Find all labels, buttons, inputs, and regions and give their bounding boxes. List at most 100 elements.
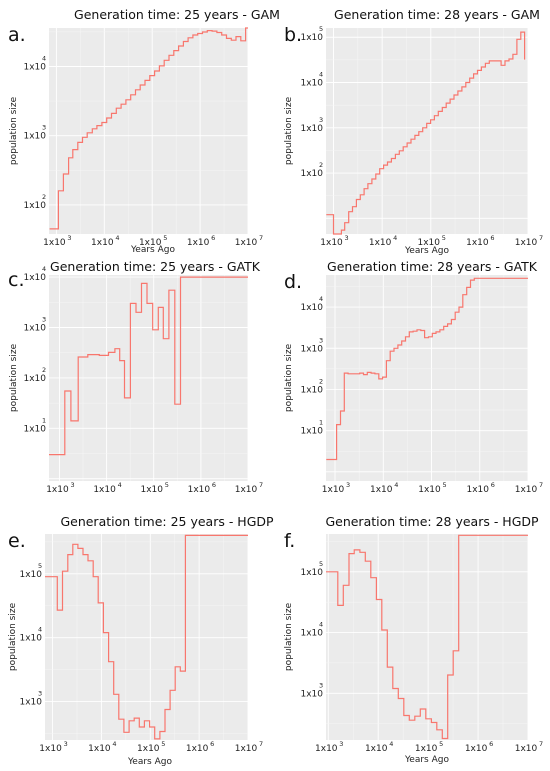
letter-e: e. [8,530,26,552]
panel-c: Generation time: 25 years - GATK c. 1x10… [8,259,263,495]
y-tick-label-f: 1x10 [300,568,323,578]
panel-e: Generation time: 25 years - HGDP e. 1x10… [8,514,274,767]
y-tick-exponent-e: 3 [38,690,42,698]
grid-a [49,28,249,234]
x-tick-label-e: 1x10 [235,744,258,754]
grid-d [326,275,529,481]
y-tick-label-d: 1x10 [300,427,323,437]
x-tick-exponent-b: 7 [539,234,543,242]
letter-f: f. [284,530,295,552]
y-tick-exponent-a: 3 [42,124,46,132]
x-tick-exponent-d: 4 [394,481,398,489]
y-tick-exponent-c: 1 [42,416,46,424]
y-tick-label-b: 1x10 [300,124,323,134]
y-tick-label-a: 1x10 [23,132,46,142]
grid-b [326,28,529,234]
x-tick-label-c: 1x10 [140,485,163,495]
x-tick-exponent-c: 4 [118,481,122,489]
y-tick-exponent-c: 2 [42,366,46,374]
x-axis-label-a: Years Ago [130,245,175,255]
plot-area-e [45,534,248,740]
title-e: Generation time: 25 years - HGDP [60,514,274,529]
x-ticks-c: 1x10 3 1x10 4 1x10 5 1x10 6 1x10 7 [46,481,263,495]
y-tick-exponent-b: 3 [319,116,323,124]
panel-d: Generation time: 28 years - GATK d. 1x10… [284,259,543,495]
x-tick-label-c: 1x10 [93,485,116,495]
x-tick-label-f: 1x10 [415,744,438,754]
x-tick-label-d: 1x10 [370,485,393,495]
x-tick-label-e: 1x10 [186,744,209,754]
x-axis-label-f: Years Ago [404,755,449,765]
x-axis-label-e: Years Ago [127,757,172,767]
grid-e [45,534,249,740]
x-tick-exponent-a: 4 [115,234,119,242]
x-tick-label-d: 1x10 [418,485,441,495]
y-tick-exponent-f: 3 [319,681,323,689]
x-tick-exponent-b: 4 [393,234,397,242]
x-tick-exponent-e: 4 [112,740,116,748]
x-tick-exponent-e: 7 [259,740,263,748]
x-tick-exponent-c: 5 [165,481,169,489]
y-tick-label-c: 1x10 [23,424,46,434]
y-axis-label-f: population size [284,602,294,671]
x-tick-label-b: 1x10 [369,238,392,248]
series-line-e [45,534,248,740]
x-tick-label-a: 1x10 [91,238,114,248]
x-tick-label-e: 1x10 [39,744,62,754]
y-tick-exponent-d: 1 [319,419,323,427]
y-tick-exponent-f: 5 [319,560,323,568]
plot-area-d [326,275,528,481]
x-ticks-b: 1x10 3 1x10 4 1x10 5 1x10 6 1x10 7 [320,234,543,248]
x-tick-exponent-a: 5 [163,234,167,242]
x-tick-label-b: 1x10 [418,238,441,248]
letter-b: b. [284,24,302,46]
x-tick-label-e: 1x10 [88,744,111,754]
y-axis-label-d: population size [284,343,294,412]
x-tick-label-f: 1x10 [365,744,388,754]
x-tick-exponent-b: 3 [345,234,349,242]
y-tick-exponent-a: 4 [42,55,46,63]
x-tick-label-f: 1x10 [515,744,538,754]
title-d: Generation time: 28 years - GATK [327,259,538,274]
y-tick-exponent-b: 4 [319,71,323,79]
y-tick-exponent-f: 4 [319,621,323,629]
y-tick-exponent-b: 2 [319,161,323,169]
y-tick-exponent-d: 2 [319,377,323,385]
x-tick-label-f: 1x10 [315,744,338,754]
grid-c [49,275,249,481]
y-tick-label-f: 1x10 [300,629,323,639]
x-tick-exponent-d: 3 [346,481,350,489]
y-tick-exponent-c: 3 [42,315,46,323]
y-tick-exponent-e: 5 [38,562,42,570]
x-tick-exponent-d: 5 [443,481,447,489]
x-tick-label-c: 1x10 [188,485,211,495]
x-tick-label-f: 1x10 [465,744,488,754]
x-tick-exponent-b: 6 [490,234,494,242]
y-tick-label-c: 1x10 [23,374,46,384]
panel-f: Generation time: 28 years - HGDP f. 1x10… [284,514,543,765]
y-axis-label-e: population size [8,602,18,671]
y-axis-label-b: population size [284,96,294,165]
series-line-b [326,31,526,235]
x-tick-exponent-f: 5 [439,740,443,748]
y-tick-label-b: 1x10 [300,169,323,179]
x-tick-exponent-c: 6 [212,481,216,489]
y-tick-exponent-c: 4 [42,265,46,273]
x-tick-exponent-c: 3 [70,481,74,489]
y-tick-label-c: 1x10 [23,273,46,283]
series-line-d [326,277,528,461]
y-tick-exponent-e: 4 [38,626,42,634]
x-tick-exponent-a: 6 [211,234,215,242]
letter-d: d. [284,271,302,293]
x-tick-exponent-f: 4 [389,740,393,748]
plot-area-a [49,28,248,234]
series-line-f [326,534,528,740]
y-tick-exponent-a: 2 [42,193,46,201]
y-tick-label-c: 1x10 [23,323,46,333]
title-f: Generation time: 28 years - HGDP [325,514,539,529]
